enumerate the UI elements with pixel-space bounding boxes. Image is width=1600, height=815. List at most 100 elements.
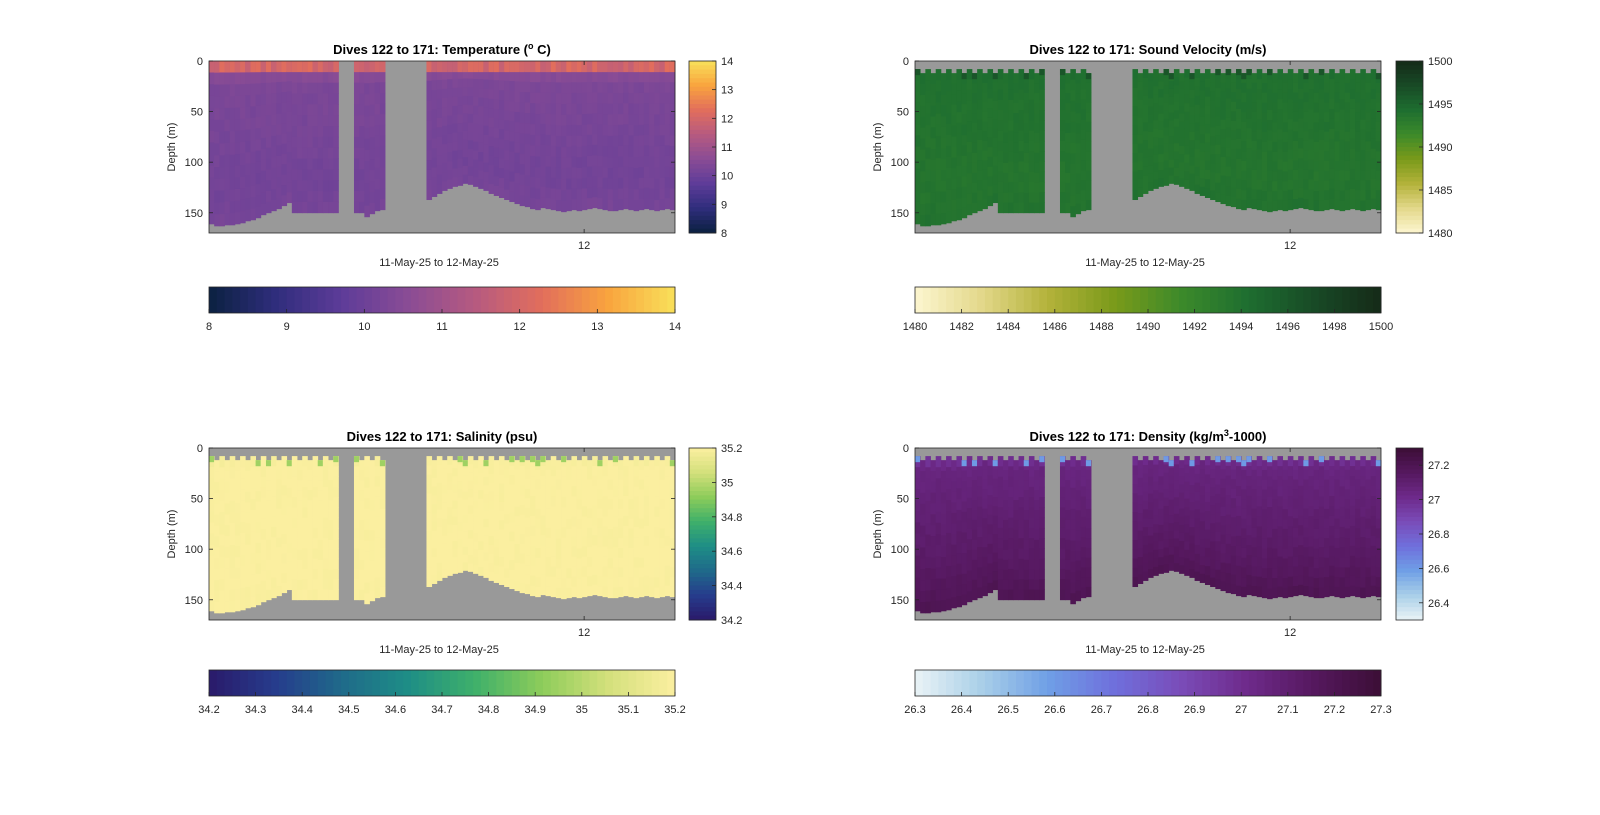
density-cell [925,590,931,603]
salinity-cell [322,579,329,590]
density-cell [1184,464,1190,474]
salinity-cell [229,556,236,568]
salinity-cell [442,476,448,486]
temperature-surface-cell [281,61,288,73]
salinity-cell [322,538,329,549]
temperature-bottom-colorbar-strip [465,287,474,313]
density-cell [966,456,973,467]
density-cell [1344,557,1351,568]
density-cell [1210,514,1216,524]
temperature-cell [669,114,676,126]
salinity-bottom-colorbar-strip [356,670,365,696]
density-cell [920,525,926,537]
temperature-cell [271,189,277,201]
temperature-bottom-colorbar: 8 9 10 11 12 13 14 [206,286,681,333]
density-cell [1324,518,1330,529]
sound-velocity-cell [1220,147,1227,158]
density-cell [920,460,926,472]
salinity-cell [581,466,588,477]
density-cell [1334,567,1340,578]
density-cell [1034,549,1040,561]
salinity-cell [219,534,225,547]
temperature-cell [276,82,282,94]
temperature-cell [659,103,666,115]
temperature-cell [592,113,598,125]
sound-velocity-cell [1292,82,1299,93]
density-cell [1251,586,1258,597]
sound-velocity-cell [1298,178,1304,189]
salinity-cell [214,591,220,603]
sound-velocity-cell [1287,169,1294,180]
sound-velocity-cell [1349,69,1356,80]
density-cell [982,518,988,529]
density-surface-cell [1085,460,1092,467]
temperature-bottom-colorbar-strip [356,287,365,313]
density-cell [1142,571,1149,581]
sound-velocity-cell [1003,142,1009,154]
temperature-cell [473,114,479,125]
temperature-cell [271,178,277,190]
sound-velocity-cell [1168,112,1175,121]
density-cell [1070,561,1076,573]
sound-velocity-cell [1158,162,1164,171]
temperature-side-colorbar-strip [689,177,716,182]
sound-velocity-cell [1137,99,1144,109]
sound-velocity-cell [1308,199,1315,211]
temperature-surface-cell [498,61,505,73]
sound-velocity-cell [1158,81,1164,90]
salinity-cell [369,500,376,511]
sound-velocity-bottom-colorbar-strip [1085,287,1095,313]
sound-velocity-cell [1241,112,1247,123]
salinity-cell [312,527,319,539]
temperature-cell [369,181,376,193]
sound-velocity-cell [1251,111,1258,122]
salinity-cell [245,481,251,493]
sound-velocity-cell [1277,139,1284,150]
temperature-cell [317,158,324,170]
density-cell [1194,553,1201,564]
sound-velocity-cell [1324,82,1330,94]
temperature-cell [219,190,225,203]
density-cell [1225,553,1232,564]
density-cell [1256,486,1263,497]
density-cell [1360,506,1366,518]
temperature-cell [509,191,515,203]
density-cell [1313,568,1320,579]
sound-velocity-cell [1313,181,1320,192]
temperature-cell [550,167,557,179]
sound-velocity-cell [930,127,937,139]
temperature-cell [359,191,365,203]
temperature-cell [374,125,381,137]
temperature-cell [312,191,319,203]
salinity-cell [214,471,220,483]
density-cell [966,508,973,519]
temperature-bottom-colorbar-strip [597,287,606,313]
density-cell [1261,519,1268,530]
temperature-cell [618,199,624,211]
salinity-bottom-colorbar-strip [566,670,575,696]
density-cell [951,481,957,493]
density-cell [1194,464,1201,475]
temperature-cell [219,178,225,191]
sound-velocity-cell [1277,89,1284,100]
sound-velocity-cell [1267,89,1273,101]
density-cell [951,576,957,588]
sound-velocity-cell [1034,132,1040,144]
density-cell [1272,460,1278,471]
sound-velocity-cell [1339,200,1346,212]
temperature-cell [452,168,458,178]
sound-velocity-cell [956,187,962,199]
sound-velocity-cell [1246,118,1252,129]
salinity-bottom-colorbar-strip [426,670,435,696]
sound-velocity-cell [1065,142,1071,154]
salinity-cell [214,602,220,614]
salinity-cell [245,512,251,524]
sound-velocity-cell [1261,82,1268,94]
sound-velocity-cell [1298,69,1304,80]
sound-velocity-cell [1173,102,1180,111]
temperature-cell [633,178,640,190]
salinity-cell [250,596,256,608]
density-surface-cell [915,456,921,463]
salinity-cell [353,476,360,488]
temperature-cell [250,129,256,141]
